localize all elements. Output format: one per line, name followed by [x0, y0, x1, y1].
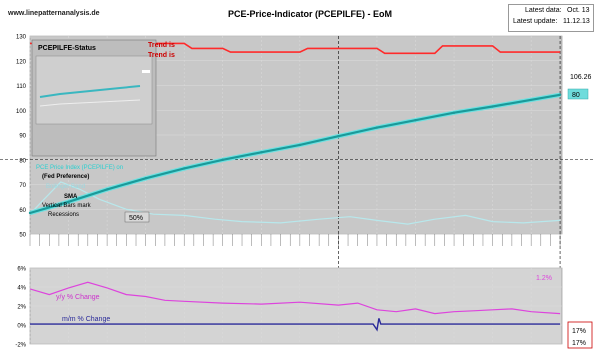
- lower-ytick-label: 0%: [17, 324, 26, 330]
- pct-badge-text: 50%: [129, 215, 143, 222]
- pct-badge: [124, 211, 150, 223]
- status-band-line: [39, 99, 141, 107]
- vertical-bars-label: Vertical Bars mark: [42, 203, 92, 209]
- mm-change-label: m/m % Change: [62, 316, 110, 323]
- index-point: [260, 151, 263, 154]
- yy-value-label: 1.2%: [536, 275, 552, 282]
- upper-ytick-label: 60: [19, 208, 26, 214]
- yy-change-line: [29, 281, 561, 315]
- index-point: [144, 177, 147, 180]
- upper-ytick-label: 90: [19, 134, 26, 140]
- current-value-box: [567, 88, 589, 100]
- index-point: [105, 188, 109, 191]
- mm-change-line: [30, 318, 561, 332]
- sma-legend-label: SMA: [64, 194, 78, 200]
- chart-title: PCE-Price-Indicator (PCEPILFE) - EoM: [227, 9, 393, 19]
- upper-ytick-label: 130: [16, 35, 27, 41]
- latest-data-value: Oct. 13: [567, 7, 590, 14]
- index-legend-label: PCE Price Index (PCEPILFE) on: [36, 165, 123, 171]
- right-label-1: 17%: [572, 328, 586, 335]
- chart-overlay: PCEPILFE-Status Trend is Trend is PCE Pr…: [31, 39, 593, 349]
- latest-update-value: 11.12.13: [563, 18, 590, 25]
- status-marker: [142, 70, 150, 73]
- status-series-line: [39, 85, 141, 98]
- index-point: [414, 118, 417, 122]
- bollinger-legend-label: Bollinger Band: [46, 184, 85, 190]
- index-point: [298, 143, 302, 147]
- trend-label-1: Trend is: [148, 42, 175, 49]
- index-point: [491, 105, 494, 108]
- lower-plot: -2% 0% 2% 4% 6%: [15, 267, 563, 349]
- upper-ytick-label: 80: [19, 158, 26, 164]
- trend-line: [30, 42, 561, 55]
- lower-ytick-label: 6%: [17, 267, 26, 273]
- latest-update-label: Latest update:: [513, 18, 558, 25]
- upper-ytick-label: 110: [16, 84, 26, 90]
- latest-data-label: Latest data:: [525, 7, 562, 14]
- trend-label-2: Trend is: [148, 52, 175, 59]
- yy-change-label: y/y % Change: [56, 294, 100, 301]
- status-title: PCEPILFE-Status: [38, 45, 96, 52]
- upper-ytick-label: 120: [16, 59, 27, 65]
- lower-ytick-label: 2%: [17, 305, 26, 311]
- update-info-box: Latest data: Oct. 13 Latest update: 11.1…: [508, 4, 594, 32]
- index-point: [67, 200, 70, 204]
- right-corner-box: [567, 321, 593, 349]
- fed-preference-label: (Fed Preference): [42, 174, 89, 180]
- index-line: [29, 93, 561, 215]
- index-point: [558, 93, 562, 96]
- upper-ytick-label: 100: [16, 109, 27, 115]
- index-point: [28, 211, 32, 215]
- index-point: [452, 111, 456, 114]
- index-point: [221, 158, 224, 161]
- current-value-box-text: 80: [572, 92, 580, 99]
- index-point: [337, 135, 340, 138]
- bollinger-band-line: [29, 181, 561, 225]
- upper-ytick-label: 70: [19, 183, 26, 189]
- right-label-2: 17%: [572, 340, 586, 347]
- current-value-label: 106.26: [570, 74, 592, 81]
- recessions-label: Recessions: [48, 212, 79, 218]
- lower-ytick-label: -2%: [15, 343, 26, 349]
- index-point: [183, 167, 186, 170]
- index-point: [375, 126, 379, 129]
- upper-ytick-label: 50: [19, 233, 26, 239]
- lower-ytick-label: 4%: [17, 286, 26, 292]
- site-url: www.linepatternanalysis.de: [8, 10, 100, 17]
